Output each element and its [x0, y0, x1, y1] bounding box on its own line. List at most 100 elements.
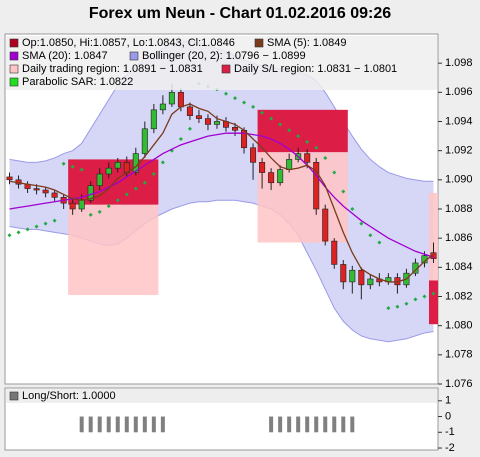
sar-dot [305, 139, 310, 144]
sar-dot [386, 306, 391, 311]
y-tick-label: 1.088 [445, 203, 473, 215]
candle-body [304, 153, 311, 163]
legend-label: Parabolic SAR: 1.0822 [22, 76, 133, 88]
candle-body [367, 278, 374, 286]
legend-swatch [9, 391, 19, 401]
sar-dot [350, 207, 355, 211]
y-tick-label: 1.078 [445, 349, 473, 361]
sar-dot [151, 172, 156, 176]
bar [332, 416, 337, 433]
sar-dot [178, 137, 183, 141]
candle-body [114, 162, 121, 169]
y-tick-label: 1.092 [445, 145, 473, 157]
bar [269, 416, 274, 433]
sar-dot [287, 128, 292, 133]
candle-body [277, 169, 284, 184]
sar-dot [404, 301, 409, 306]
sar-dot [242, 100, 247, 105]
candle-body [340, 264, 347, 283]
y-tick-label: 1.086 [445, 232, 473, 244]
sar-dot [314, 145, 319, 150]
candle-body [33, 188, 40, 191]
sar-dot [395, 304, 400, 309]
y-tick-label: 1.082 [445, 290, 473, 302]
bar [323, 416, 328, 433]
sma20-line [9, 132, 434, 258]
bar [79, 416, 84, 433]
candle-body [78, 199, 85, 210]
candle-body [159, 103, 166, 111]
legend-label: Long/Short: 1.0000 [22, 390, 116, 402]
candle-body [105, 167, 112, 175]
sar-dot [323, 155, 328, 160]
legend-label: Daily trading region: 1.0891 − 1.0831 [22, 63, 203, 75]
legend-swatch [254, 38, 264, 48]
trading-region [68, 204, 159, 296]
sar-dot [377, 240, 382, 245]
sar-dot [269, 116, 274, 121]
sar-dot [133, 186, 138, 191]
sl-region [257, 109, 348, 153]
y-tick-label: 1.084 [445, 261, 473, 273]
candle-body [150, 109, 157, 130]
candle-body [349, 269, 356, 283]
candle-body [286, 159, 293, 170]
bar [142, 416, 147, 433]
legend-swatch [221, 64, 231, 74]
bar [124, 416, 129, 433]
candle-body [168, 92, 175, 105]
sar-dot [61, 161, 66, 166]
legend-label: SMA (20): 1.0847 [22, 50, 108, 62]
candle-body [177, 92, 184, 108]
candle-body [259, 162, 266, 173]
sar-dot [43, 221, 48, 226]
sar-dot [88, 212, 93, 217]
sar-dot [52, 218, 57, 223]
legend-label: Daily S/L region: 1.0831 − 1.0801 [234, 63, 397, 75]
sar-dot [79, 167, 84, 172]
candle-body [250, 147, 257, 163]
legend-swatch [9, 51, 19, 61]
sar-dot [260, 110, 265, 115]
sar-dot [25, 227, 30, 232]
candle-body [313, 162, 320, 210]
bar [305, 416, 310, 433]
legend-swatch [9, 38, 19, 48]
candle-body [195, 115, 202, 119]
sar-dot [142, 180, 147, 185]
bar [287, 416, 292, 433]
bar [160, 416, 165, 433]
bar [296, 416, 301, 433]
sar-dot [332, 170, 337, 175]
legend-label: SMA (5): 1.0849 [267, 37, 347, 49]
y-tick-label: 1.098 [445, 57, 473, 69]
chart-title: Forex um Neun - Chart 01.02.2016 09:26 [89, 5, 391, 22]
sar-dot [115, 198, 120, 203]
sar-dot [431, 291, 436, 296]
candle-body [42, 189, 49, 194]
y-tick-label: 1 [445, 395, 451, 407]
candle-body [186, 106, 193, 116]
candle-body [331, 240, 338, 265]
sar-dot [251, 104, 256, 109]
legend-label: Bollinger (20, 2): 1.0796 − 1.0899 [142, 50, 306, 62]
bar [350, 416, 355, 433]
candle-body [51, 192, 58, 198]
sar-dot [422, 294, 427, 299]
y-tick-label: 1.094 [445, 115, 473, 127]
y-tick-label: 1.080 [445, 320, 473, 332]
y-tick-label: 0 [445, 410, 451, 422]
bar [314, 416, 319, 433]
candle-body [213, 121, 220, 125]
sar-dot [224, 91, 229, 96]
candle-body [322, 208, 329, 242]
bar [341, 416, 346, 433]
candle-body [358, 269, 365, 286]
sar-dot [16, 230, 21, 235]
candle-body [69, 202, 76, 210]
bar [278, 416, 283, 433]
bar [115, 416, 120, 433]
bar [88, 416, 93, 433]
y-tick-label: -2 [445, 442, 455, 454]
sar-dot [160, 160, 165, 165]
